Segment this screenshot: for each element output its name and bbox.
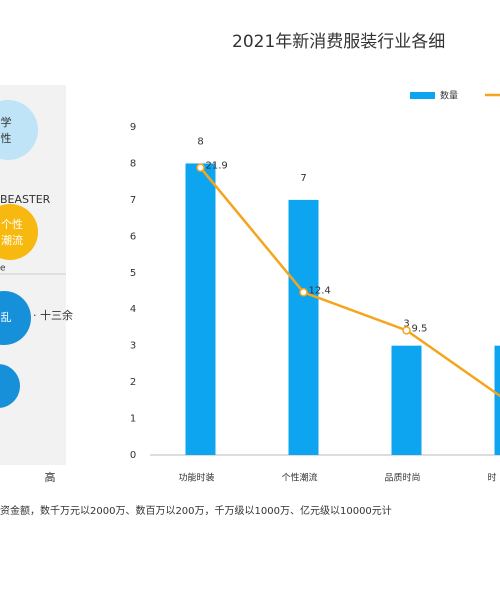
data-label: 21.9 (206, 161, 228, 172)
bubble (0, 100, 38, 160)
bar (391, 345, 422, 455)
bubble (0, 204, 38, 260)
bar (494, 345, 500, 455)
bubble-label: 潮流 (1, 233, 23, 247)
bubble (0, 291, 31, 345)
side-label: e (0, 264, 6, 274)
bubble-label: 学 (1, 115, 12, 129)
y-tick-label: 3 (130, 341, 136, 352)
bubble-label: 性 (1, 131, 12, 145)
y-tick-label: 6 (130, 231, 136, 242)
brand-label: · 十三余 (33, 308, 73, 322)
line-point (402, 326, 411, 335)
footnote: 资金额，数千万元以2000万、数百万以200万，千万级以1000万、亿元级以10… (0, 504, 392, 517)
brand-label: BEASTER (0, 193, 51, 206)
data-label: 8 (197, 136, 203, 147)
bar (288, 199, 319, 455)
axis-label: 高 (45, 470, 56, 484)
y-tick-label: 1 (130, 414, 136, 425)
y-tick-label: 5 (130, 268, 136, 279)
x-tick-label: 个性潮流 (282, 472, 318, 484)
y-tick-label: 0 (130, 450, 136, 461)
x-tick-label: 时 (488, 472, 497, 484)
y-tick-label: 2 (130, 377, 136, 388)
bubble-label: 乱 (1, 311, 12, 324)
y-tick-label: 7 (130, 195, 136, 206)
line-point (299, 288, 308, 297)
bar (185, 163, 216, 455)
y-tick-label: 4 (130, 304, 136, 315)
data-label: 9.5 (412, 323, 428, 334)
line-point (196, 163, 205, 172)
legend-label: 数量 (440, 90, 458, 102)
data-label: 3 (403, 319, 409, 330)
bubble-label: 个性 (1, 217, 23, 231)
bubble (0, 364, 20, 408)
line (199, 166, 500, 398)
x-tick-label: 品质时尚 (385, 472, 421, 484)
data-label: 7 (300, 173, 306, 184)
y-tick-label: 9 (130, 122, 136, 133)
chart-title: 2021年新消费服装行业各细 (232, 32, 445, 52)
y-tick-label: 8 (130, 158, 136, 169)
x-tick-label: 功能时装 (179, 472, 215, 484)
data-label: 12.4 (309, 285, 331, 296)
legend-swatch (410, 92, 435, 99)
